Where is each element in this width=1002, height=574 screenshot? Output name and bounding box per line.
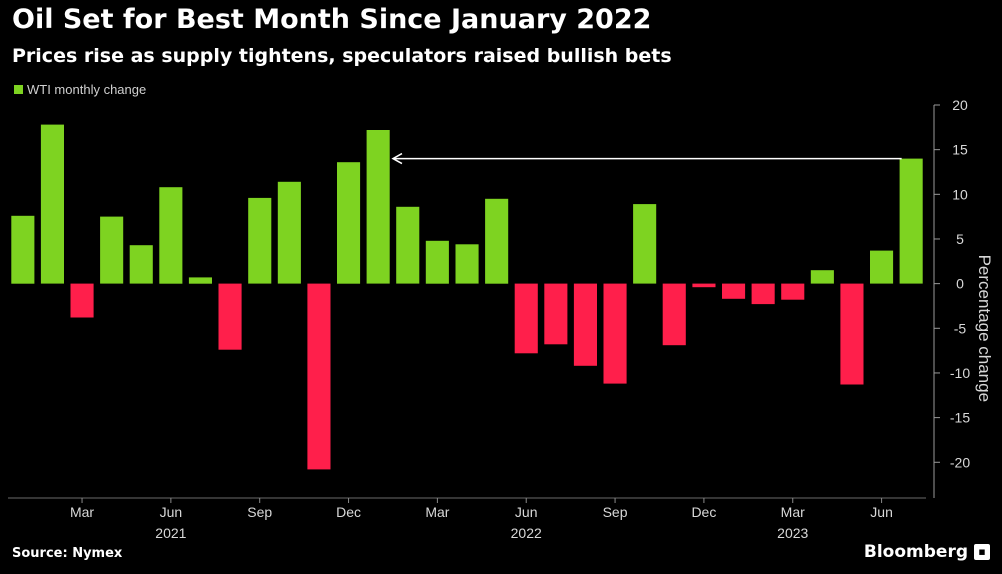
bar bbox=[40, 124, 64, 284]
bar bbox=[514, 283, 538, 354]
y-tick-label: 20 bbox=[952, 100, 968, 113]
brand-logo: Bloomberg ▪ bbox=[864, 542, 990, 562]
bar bbox=[100, 216, 124, 284]
legend-swatch bbox=[14, 85, 23, 94]
bar bbox=[485, 198, 509, 284]
bar bbox=[662, 283, 686, 346]
bar bbox=[337, 162, 361, 284]
x-tick-label: Jun bbox=[515, 504, 538, 520]
y-tick-label: 10 bbox=[952, 186, 968, 202]
bar bbox=[870, 250, 894, 284]
x-year-label: 2023 bbox=[777, 525, 808, 541]
bar bbox=[751, 283, 775, 305]
bar bbox=[810, 270, 834, 284]
bar bbox=[603, 283, 627, 384]
x-tick-label: Sep bbox=[603, 504, 628, 520]
bar-chart: 20 15 10 5 0 -5 -10 -15 -20 Percentage change Mar J… bbox=[8, 100, 994, 541]
bar bbox=[692, 283, 716, 288]
x-tick-label: Dec bbox=[691, 504, 716, 520]
bar bbox=[455, 244, 479, 284]
bar bbox=[188, 277, 212, 284]
x-tick-label: Jun bbox=[160, 504, 183, 520]
x-year-label: 2022 bbox=[511, 525, 542, 541]
bar bbox=[573, 283, 597, 366]
bar bbox=[248, 197, 272, 284]
bar bbox=[277, 181, 301, 284]
y-tick-label: -20 bbox=[950, 454, 970, 470]
x-tick-label: Sep bbox=[247, 504, 272, 520]
source-note: Source: Nymex bbox=[12, 546, 123, 561]
y-tick-label: -10 bbox=[950, 365, 970, 381]
chart-title: Oil Set for Best Month Since January 202… bbox=[12, 4, 652, 35]
bar bbox=[425, 240, 449, 284]
bar bbox=[70, 283, 94, 318]
annotation-arrow-head bbox=[391, 152, 403, 165]
y-tick-label: -15 bbox=[950, 410, 970, 426]
bar bbox=[129, 245, 153, 284]
x-tick-label: Jun bbox=[870, 504, 893, 520]
x-year-label: 2021 bbox=[155, 525, 186, 541]
x-tick-label: Dec bbox=[336, 504, 361, 520]
bar bbox=[396, 206, 420, 284]
brand-name: Bloomberg bbox=[863, 542, 968, 562]
brand-icon: ▪ bbox=[974, 544, 990, 560]
y-tick-label: 5 bbox=[956, 231, 964, 247]
bar bbox=[218, 283, 242, 350]
bar bbox=[307, 283, 331, 470]
bar bbox=[781, 283, 805, 300]
x-tick-label: Mar bbox=[70, 504, 94, 520]
bar bbox=[159, 187, 183, 284]
bar bbox=[722, 283, 746, 299]
bar bbox=[633, 204, 657, 284]
bar bbox=[366, 130, 390, 284]
y-axis-label: Percentage change bbox=[975, 255, 994, 402]
bar bbox=[899, 158, 923, 284]
bar bbox=[11, 215, 35, 284]
chart-subtitle: Prices rise as supply tightens, speculat… bbox=[12, 45, 672, 67]
legend: WTI monthly change bbox=[14, 82, 146, 97]
bar bbox=[544, 283, 568, 345]
x-tick-label: Mar bbox=[781, 504, 805, 520]
y-tick-label: -5 bbox=[954, 320, 967, 336]
y-tick-label: 0 bbox=[956, 276, 964, 292]
x-tick-label: Mar bbox=[425, 504, 449, 520]
bar bbox=[840, 283, 864, 385]
y-tick-label: 15 bbox=[952, 142, 968, 158]
legend-label: WTI monthly change bbox=[27, 82, 147, 97]
